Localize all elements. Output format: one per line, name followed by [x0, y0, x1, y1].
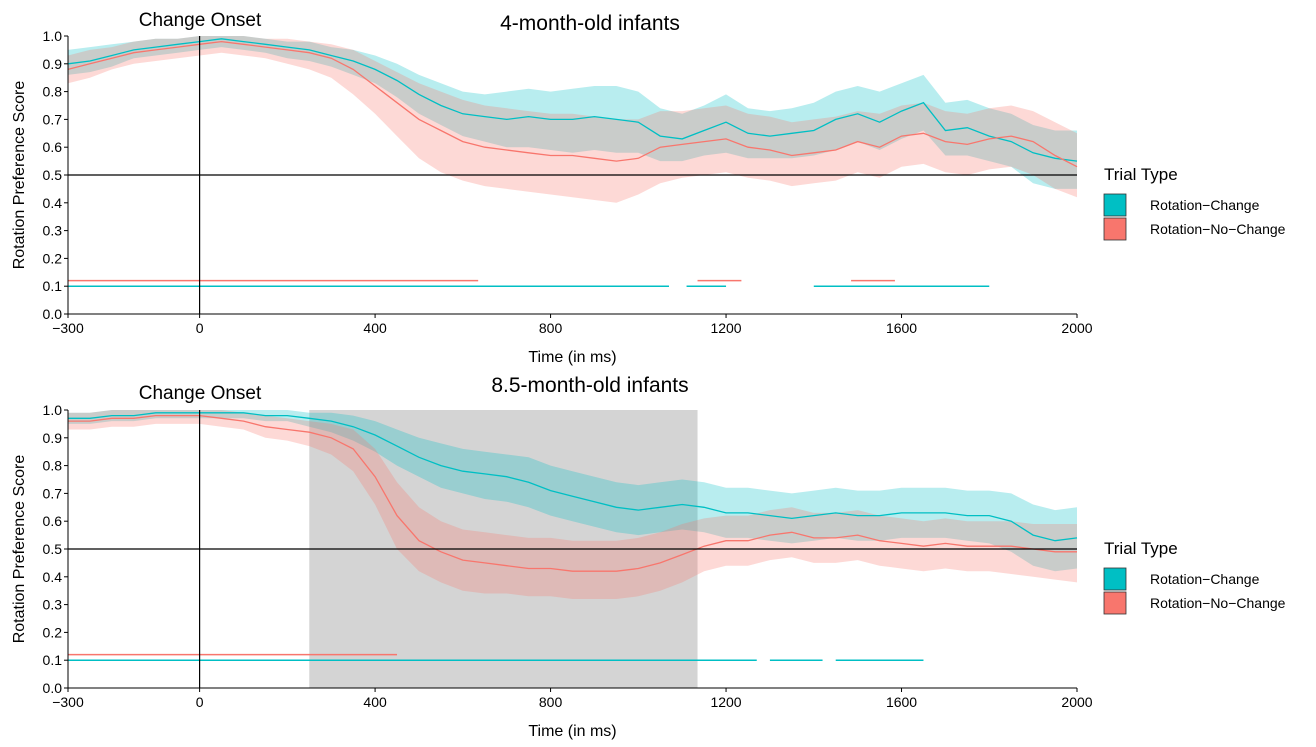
panel2-legend-label-nochange: Rotation−No−Change [1150, 595, 1286, 611]
panel1-chart-title: 4-month-old infants [500, 12, 680, 35]
panel2-y-tick-label: 0.3 [43, 597, 63, 613]
panel2-x-tick-label: 0 [196, 694, 204, 710]
panel2-x-tick-label: 800 [539, 694, 563, 710]
panel1-x-tick-label: 1600 [886, 320, 917, 336]
panel1-ribbon-change [68, 36, 1077, 189]
panel1-change-onset-label: Change Onset [139, 10, 262, 31]
panel2-y-axis-label: Rotation Preference Score [11, 455, 28, 644]
panel1-x-tick-label: 400 [363, 320, 387, 336]
panel2-change-onset-label: Change Onset [139, 383, 262, 404]
panel1-y-tick-label: 0.8 [43, 84, 63, 100]
panel1-y-tick-label: 0.7 [43, 111, 63, 127]
panel1-line-change [67, 38, 1078, 162]
panel2-y-tick-label: 0.8 [43, 458, 63, 474]
panel2-y-tick-label: 0.1 [43, 652, 63, 668]
panel1-y-tick-label: 0.6 [43, 139, 63, 155]
panel1-legend-title: Trial Type [1104, 165, 1178, 184]
panel2-legend-title: Trial Type [1104, 539, 1178, 558]
panel1-x-tick-label: 2000 [1061, 320, 1092, 336]
panel1-y-axis-label: Rotation Preference Score [11, 81, 28, 270]
panel2-y-tick-label: 0.4 [43, 569, 63, 585]
panel2-legend-swatch-change [1103, 567, 1127, 591]
panel1-legend-swatch-nochange [1103, 217, 1127, 241]
panel1-legend-label-change: Rotation−Change [1150, 197, 1260, 213]
panel2-ribbon-nochange [68, 410, 1077, 599]
panel1-x-tick-label: 800 [539, 320, 563, 336]
panel1-line-nochange [67, 40, 1078, 168]
panel2-chart-title: 8.5-month-old infants [491, 374, 688, 397]
panel1-y-tick-label: 0.4 [43, 195, 63, 211]
panel1-y-tick-label: 0.9 [43, 56, 63, 72]
panel2-x-axis-label: Time (in ms) [528, 723, 616, 740]
panel1-y-tick-label: 0.0 [43, 306, 63, 322]
panel1-legend-label-nochange: Rotation−No−Change [1150, 221, 1286, 237]
panel1-x-tick-label: 0 [196, 320, 204, 336]
panel2-ribbon-change [68, 410, 1077, 572]
panel1-x-tick-label: −300 [52, 320, 84, 336]
panel2-line-nochange [68, 414, 1077, 572]
panel2-y-tick-label: 0.9 [43, 430, 63, 446]
panel2-y-tick-label: 0.7 [43, 485, 63, 501]
panel1-y-tick-label: 1.0 [43, 28, 63, 44]
panel1-y-tick-label: 0.5 [43, 167, 63, 183]
panel1-y-tick-label: 0.1 [43, 278, 63, 294]
panel2-x-tick-label: 2000 [1061, 694, 1092, 710]
panel2-y-tick-label: 0.2 [43, 624, 63, 640]
panel1-y-tick-label: 0.3 [43, 223, 63, 239]
panel2-y-tick-label: 0.5 [43, 541, 63, 557]
panel2-legend-label-change: Rotation−Change [1150, 571, 1260, 587]
panel2-x-tick-label: 1200 [710, 694, 741, 710]
panel2-x-tick-label: −300 [52, 694, 84, 710]
panel2-y-tick-label: 1.0 [43, 402, 63, 418]
panel1-y-tick-label: 0.2 [43, 250, 63, 266]
panel2-x-tick-label: 400 [363, 694, 387, 710]
panel1-x-tick-label: 1200 [710, 320, 741, 336]
panel2-y-tick-label: 0.0 [43, 680, 63, 696]
panel2-legend-swatch-nochange [1103, 591, 1127, 615]
panel2-y-tick-label: 0.6 [43, 513, 63, 529]
panel2-x-tick-label: 1600 [886, 694, 917, 710]
panel1-legend-swatch-change [1103, 193, 1127, 217]
panel2-line-change [68, 412, 1078, 542]
panel1-x-axis-label: Time (in ms) [528, 349, 616, 366]
